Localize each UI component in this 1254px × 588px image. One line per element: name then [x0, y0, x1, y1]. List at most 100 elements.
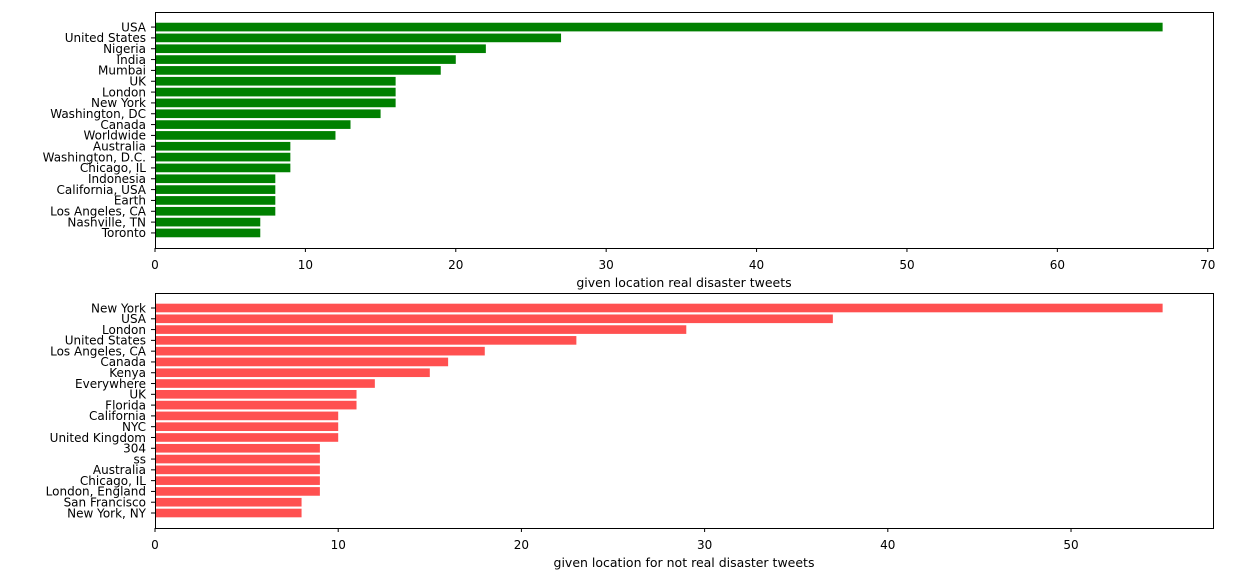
bar-0-3: [155, 55, 456, 64]
y-tick-label: California, USA: [57, 183, 147, 197]
bar-1-6: [155, 368, 430, 378]
y-tick-label: ss: [133, 452, 146, 466]
bar-1-1: [155, 314, 833, 324]
bar-1-0: [155, 303, 1163, 313]
y-tick-label: 304: [123, 442, 146, 456]
y-tick-label: London, England: [46, 485, 146, 499]
bar-1-10: [155, 411, 339, 421]
bar-1-8: [155, 389, 357, 399]
y-tick-label: Chicago, IL: [80, 474, 146, 488]
bar-0-5: [155, 76, 396, 86]
y-tick-label: California: [89, 409, 146, 423]
bar-0-15: [155, 185, 276, 194]
bar-0-10: [155, 131, 336, 140]
y-tick-label: USA: [121, 20, 147, 34]
bar-0-1: [155, 33, 562, 43]
bar-1-16: [155, 476, 320, 485]
y-tick-label: New York: [91, 96, 146, 110]
y-tick-label: Indonesia: [88, 172, 146, 186]
bar-1-9: [155, 400, 357, 410]
x-axis-label: given location real disaster tweets: [576, 275, 791, 290]
bar-0-0: [155, 22, 1163, 32]
y-tick-label: Nigeria: [103, 42, 146, 56]
bar-0-16: [155, 196, 276, 205]
x-tick-label: 0: [151, 258, 159, 272]
bar-0-9: [155, 120, 351, 129]
y-tick-label: Chicago, IL: [80, 161, 146, 175]
x-tick-label: 60: [1050, 258, 1065, 272]
x-tick-label: 40: [880, 538, 895, 552]
x-tick-label: 10: [331, 538, 346, 552]
x-tick-label: 0: [151, 538, 159, 552]
y-tick-label: USA: [121, 312, 147, 326]
y-tick-label: UK: [129, 75, 147, 89]
y-tick-label: Canada: [100, 118, 146, 132]
bar-0-19: [155, 228, 261, 238]
x-axis-label: given location for not real disaster twe…: [554, 555, 815, 570]
bar-1-5: [155, 357, 449, 367]
y-tick-label: Los Angeles, CA: [50, 205, 147, 219]
y-tick-label: Everywhere: [75, 377, 146, 391]
bar-0-8: [155, 109, 381, 119]
y-tick-label: Kenya: [109, 366, 146, 380]
bar-0-12: [155, 152, 291, 162]
x-tick-label: 30: [697, 538, 712, 552]
y-tick-label: New York: [91, 301, 146, 315]
plot-frame: [155, 12, 1214, 249]
bar-0-7: [155, 98, 396, 108]
bar-1-18: [155, 497, 302, 507]
y-tick-label: San Francisco: [64, 496, 146, 510]
bar-0-14: [155, 174, 276, 184]
x-tick-label: 20: [448, 258, 463, 272]
y-tick-label: NYC: [122, 420, 146, 434]
bar-1-2: [155, 325, 687, 334]
x-tick-label: 70: [1200, 258, 1215, 272]
bar-1-11: [155, 422, 339, 432]
bar-0-2: [155, 44, 486, 54]
bar-0-17: [155, 206, 276, 216]
x-tick-label: 10: [298, 258, 313, 272]
y-tick-label: London: [102, 85, 146, 99]
y-tick-label: Washington, DC: [50, 107, 146, 121]
y-tick-label: Australia: [93, 463, 146, 477]
y-tick-label: Florida: [105, 398, 146, 412]
y-tick-label: Earth: [114, 194, 146, 208]
bar-0-13: [155, 163, 291, 173]
x-tick-label: 40: [749, 258, 764, 272]
y-tick-label: Mumbai: [98, 64, 146, 78]
bar-1-15: [155, 465, 320, 475]
bar-0-18: [155, 217, 261, 227]
y-tick-label: Toronto: [101, 226, 146, 240]
bar-1-7: [155, 379, 375, 388]
y-tick-label: Australia: [93, 140, 146, 154]
y-tick-label: London: [102, 323, 146, 337]
bar-1-13: [155, 443, 320, 453]
bar-1-17: [155, 487, 320, 496]
bar-1-14: [155, 454, 320, 464]
y-tick-label: United States: [65, 31, 146, 45]
y-tick-label: Nashville, TN: [67, 215, 146, 229]
bar-0-11: [155, 141, 291, 151]
y-tick-label: United Kingdom: [50, 431, 146, 445]
bar-1-12: [155, 433, 339, 442]
y-tick-label: United States: [65, 334, 146, 348]
bar-0-6: [155, 87, 396, 97]
y-tick-label: Canada: [100, 355, 146, 369]
y-tick-label: Los Angeles, CA: [50, 344, 147, 358]
y-tick-label: Worldwide: [83, 129, 146, 143]
x-tick-label: 20: [514, 538, 529, 552]
x-tick-label: 30: [599, 258, 614, 272]
bar-1-4: [155, 346, 485, 356]
bar-1-19: [155, 508, 302, 518]
y-tick-label: Washington, D.C.: [43, 150, 146, 164]
bar-1-3: [155, 336, 577, 345]
y-tick-label: New York, NY: [67, 506, 147, 520]
y-tick-label: India: [117, 53, 146, 67]
plot-frame: [155, 293, 1214, 529]
x-tick-label: 50: [899, 258, 914, 272]
bar-0-4: [155, 66, 441, 75]
y-tick-label: UK: [129, 388, 147, 402]
